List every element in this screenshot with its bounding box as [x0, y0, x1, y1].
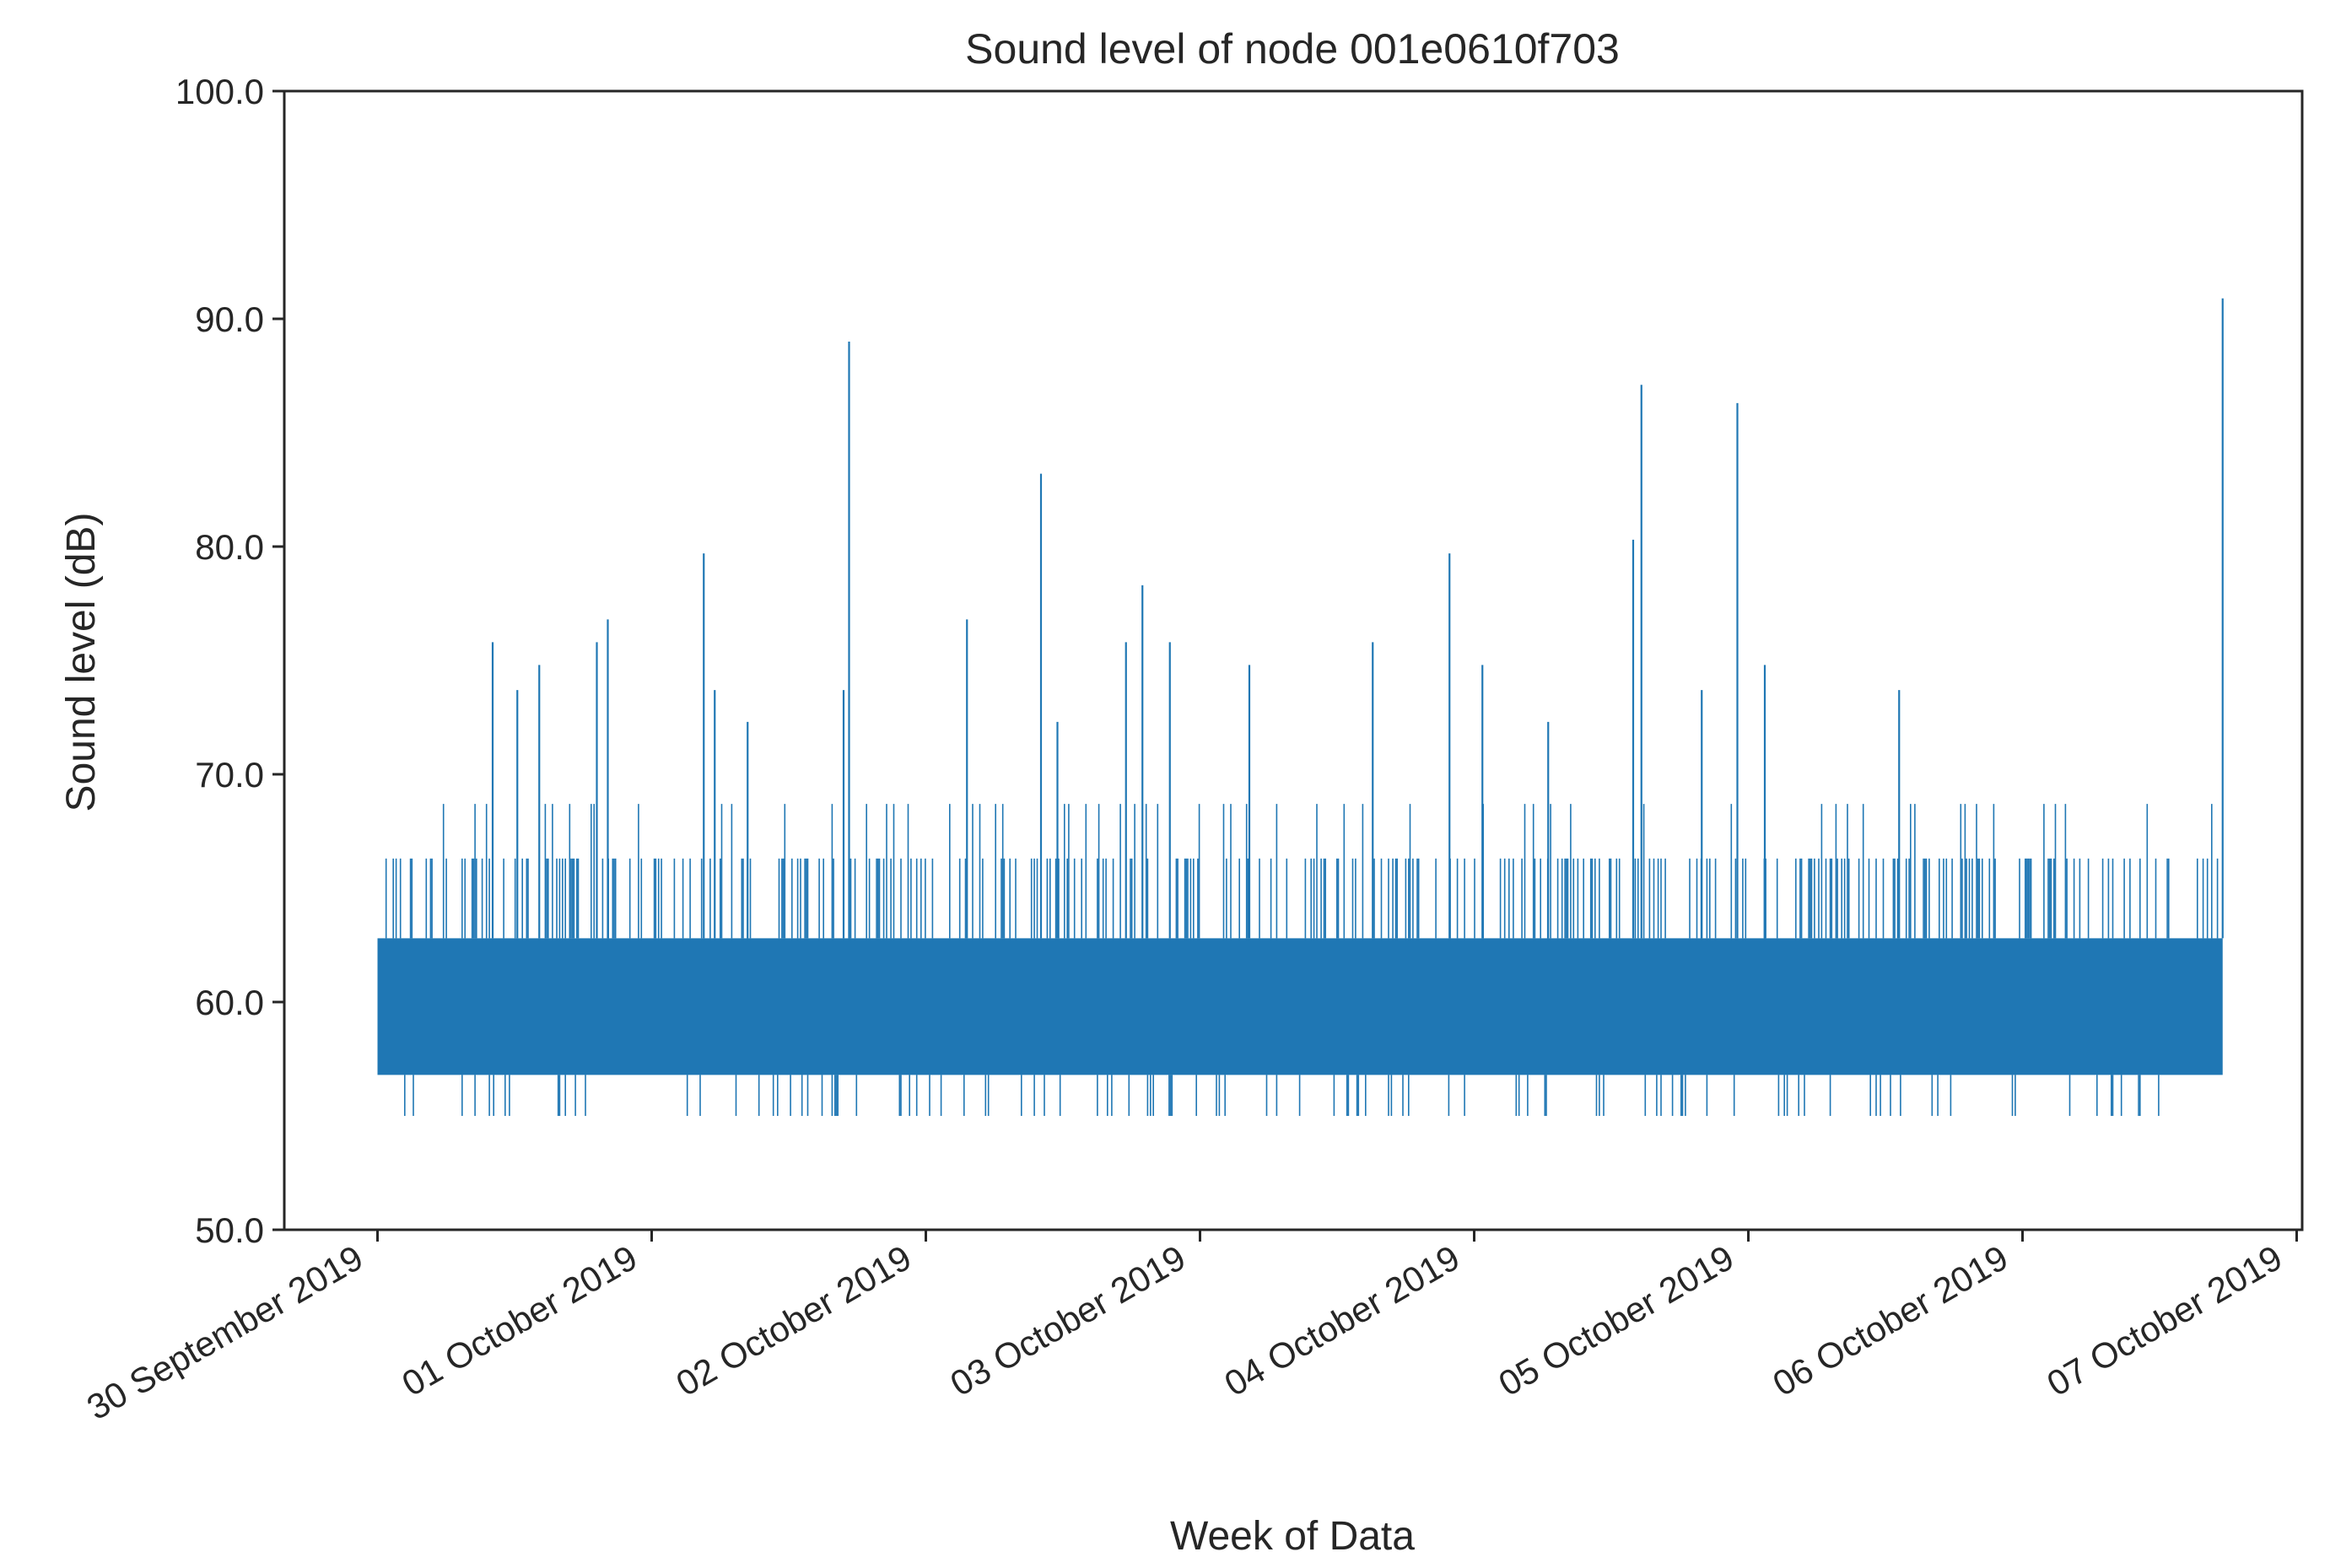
- y-axis-label: Sound level (dB): [59, 513, 104, 812]
- x-tick-label-2: 02 October 2019: [670, 1237, 918, 1404]
- series-base-band: [377, 938, 2223, 1075]
- y-ticks: 50.0 60.0 70.0 80.0 90.0 100.0: [175, 72, 284, 1250]
- y-tick-label-3: 80.0: [195, 527, 264, 567]
- x-tick-label-1: 01 October 2019: [396, 1237, 644, 1404]
- x-tick-label-4: 04 October 2019: [1218, 1237, 1466, 1404]
- x-tick-label-6: 06 October 2019: [1766, 1237, 2014, 1404]
- x-tick-label-0: 30 September 2019: [80, 1237, 369, 1427]
- series-fluctuation: [385, 804, 2219, 1116]
- y-tick-label-0: 50.0: [195, 1210, 264, 1250]
- x-tick-label-3: 03 October 2019: [944, 1237, 1192, 1404]
- plot-frame: [283, 89, 2304, 1231]
- chart-title: Sound level of node 001e0610f703: [965, 25, 1620, 73]
- series-layer: [377, 298, 2224, 1116]
- x-axis-label: Week of Data: [1170, 1514, 1415, 1559]
- y-tick-label-1: 60.0: [195, 983, 264, 1022]
- y-tick-label-5: 100.0: [175, 72, 264, 111]
- x-tick-label-7: 07 October 2019: [2041, 1237, 2289, 1404]
- x-tick-label-5: 05 October 2019: [1492, 1237, 1740, 1404]
- x-ticks: 30 September 2019 01 October 2019 02 Octob…: [80, 1230, 2298, 1427]
- y-tick-label-4: 90.0: [195, 299, 264, 339]
- y-tick-label-2: 70.0: [195, 755, 264, 795]
